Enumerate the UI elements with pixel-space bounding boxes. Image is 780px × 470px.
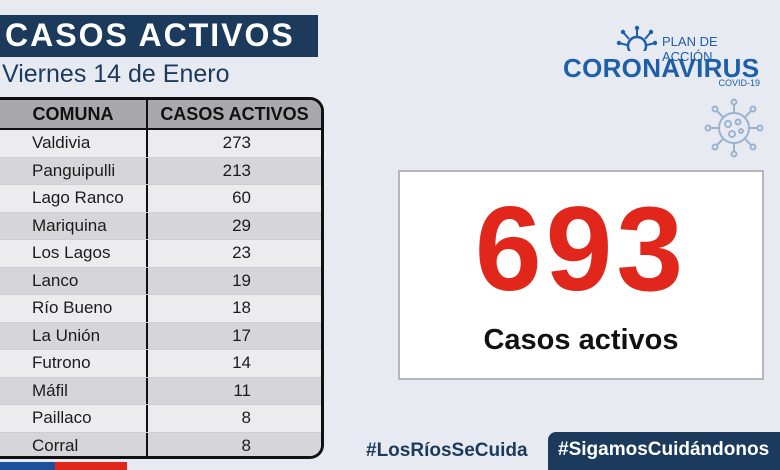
header-comuna: COMUNA <box>32 103 114 124</box>
logo-plan-text: PLAN DE ACCIÓN <box>662 34 718 64</box>
logo-main-text: CORONAVIRUS <box>563 53 760 83</box>
casos-cell: 273 <box>146 130 321 157</box>
comuna-cell: Valdivia <box>32 133 91 153</box>
logo-covid-text: COVID-19 <box>718 78 760 88</box>
table-body: Valdivia 273 Panguipulli 213 Lago Ranco 60 Mar… <box>0 130 321 456</box>
table-row: Corral 8 <box>0 432 321 456</box>
virus-icon <box>616 25 658 51</box>
total-active-cases-card: 693 Casos activos <box>398 170 764 380</box>
comuna-cell: Los Lagos <box>32 243 111 263</box>
casos-cell: 60 <box>146 185 321 212</box>
table-row: Mariquina 29 <box>0 212 321 240</box>
total-active-cases-label: Casos activos <box>483 324 679 356</box>
casos-cell: 213 <box>146 157 321 184</box>
plan-coronavirus-logo: PLAN DE ACCIÓN CORONAVIRUS COVID-19 <box>560 25 765 95</box>
table-row: La Unión 17 <box>0 322 321 350</box>
comuna-cell: Lago Ranco <box>32 188 124 208</box>
comuna-cell: Máfil <box>32 380 68 400</box>
casos-cell: 11 <box>146 377 321 404</box>
table-row: Río Bueno 18 <box>0 295 321 323</box>
table-header: COMUNA CASOS ACTIVOS <box>0 100 321 130</box>
hashtag-sigamos: #SigamosCuidándonos <box>558 439 770 460</box>
hashtag-banner: #SigamosCuidándonos <box>548 432 780 470</box>
casos-cell: 19 <box>146 267 321 294</box>
table-row: Lago Ranco 60 <box>0 185 321 213</box>
title-bar <box>0 15 318 57</box>
casos-cell: 8 <box>146 405 321 432</box>
table-row: Futrono 14 <box>0 350 321 378</box>
hashtag-los-rios: #LosRíosSeCuida <box>366 440 528 461</box>
date-subtitle: Viernes 14 de Enero <box>2 60 230 88</box>
comuna-cell: Panguipulli <box>32 160 116 180</box>
virus-watermark-icon <box>704 98 764 158</box>
table-row: Panguipulli 213 <box>0 157 321 185</box>
casos-cell: 8 <box>146 432 321 456</box>
table-row: Lanco 19 <box>0 267 321 295</box>
total-active-cases-number: 693 <box>474 182 688 316</box>
page-title: CASOS ACTIVOS <box>5 17 295 53</box>
comuna-cell: Paillaco <box>32 408 92 428</box>
table-row: Máfil 11 <box>0 377 321 405</box>
casos-cell: 17 <box>146 322 321 349</box>
comuna-cell: Lanco <box>32 270 79 290</box>
comuna-cell: Río Bueno <box>32 298 113 318</box>
comuna-cell: La Unión <box>32 325 101 345</box>
casos-cell: 14 <box>146 350 321 377</box>
flag-stripe-red <box>55 462 127 470</box>
comuna-cell: Mariquina <box>32 215 107 235</box>
casos-cell: 23 <box>146 240 321 267</box>
cases-table: COMUNA CASOS ACTIVOS Valdivia 273 Panguipu… <box>0 97 324 459</box>
casos-cell: 18 <box>146 295 321 322</box>
casos-cell: 29 <box>146 212 321 239</box>
table-row: Valdivia 273 <box>0 130 321 158</box>
table-row: Paillaco 8 <box>0 405 321 433</box>
flag-stripe-blue <box>0 462 55 470</box>
table-row: Los Lagos 23 <box>0 240 321 268</box>
header-casos-activos: CASOS ACTIVOS <box>146 100 321 128</box>
comuna-cell: Corral <box>32 435 79 455</box>
comuna-cell: Futrono <box>32 353 91 373</box>
